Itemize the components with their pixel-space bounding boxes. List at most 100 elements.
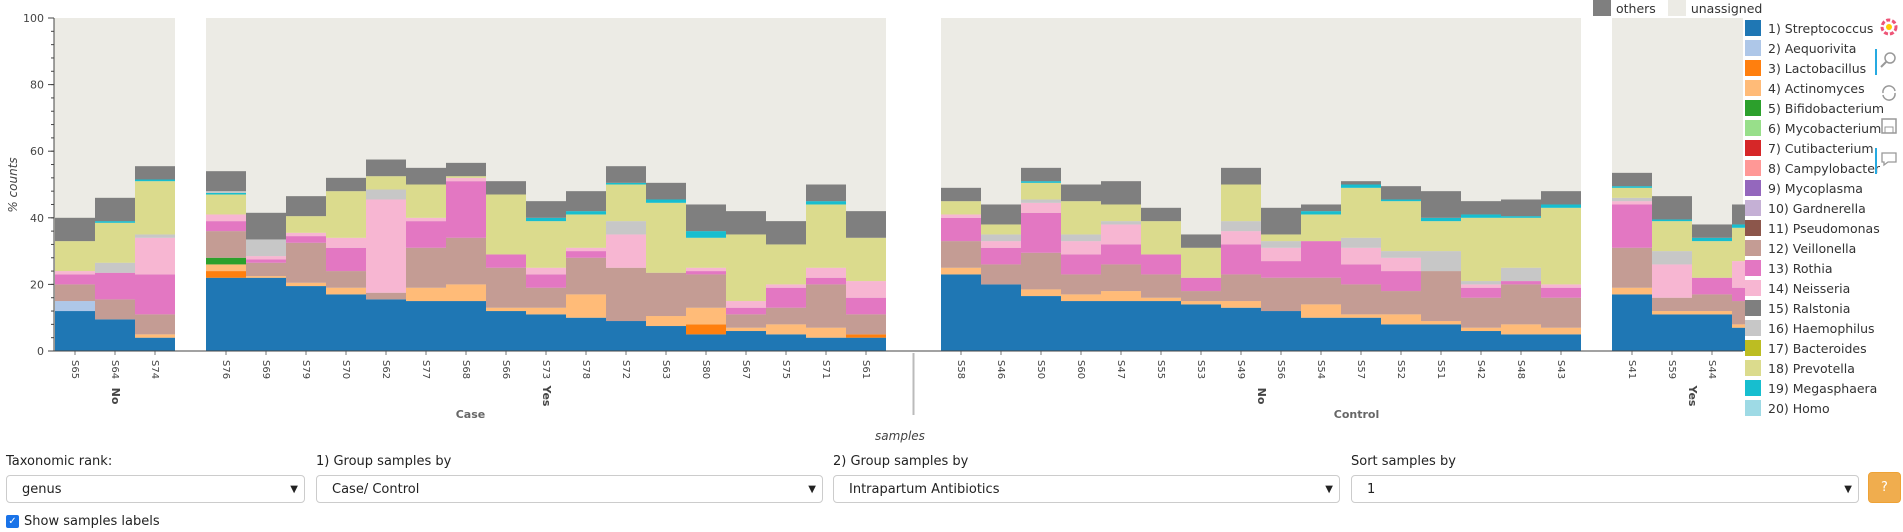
bar-segment: [606, 221, 646, 235]
bar-segment: [1612, 172, 1652, 187]
bar-segment: [1541, 297, 1581, 328]
legend-swatch: [1745, 140, 1761, 156]
legend-swatch: [1745, 380, 1761, 396]
legend-label: 13) Rothia: [1768, 260, 1833, 276]
logo-icon[interactable]: [1878, 16, 1900, 38]
sample-label: S51: [1435, 360, 1446, 379]
bar-segment: [981, 284, 1021, 351]
bar-segment: [246, 276, 286, 278]
bar-segment: [1501, 267, 1541, 282]
rank-label: Taxonomic rank:: [6, 454, 113, 469]
bar-segment: [686, 237, 726, 268]
bar-segment: [646, 272, 686, 317]
bar-segment: [1612, 294, 1652, 351]
bar-segment: [1261, 277, 1301, 312]
bar-segment: [206, 191, 246, 193]
bar-segment: [646, 199, 686, 203]
y-tick-label: 80: [30, 79, 44, 92]
legend-label: 20) Homo: [1768, 400, 1830, 416]
legend-label: 18) Prevotella: [1768, 360, 1855, 376]
bar-segment: [246, 259, 286, 263]
bar-segment: [1261, 311, 1301, 351]
bar-segment: [1221, 307, 1261, 351]
bar-segment: [1381, 271, 1421, 292]
bar-segment: [1652, 314, 1692, 351]
legend-swatch: [1745, 220, 1761, 236]
bar-segment: [606, 184, 646, 222]
legend-item: 14) Neisseria: [1745, 278, 1884, 298]
sample-label: S43: [1555, 360, 1566, 379]
rank-select[interactable]: genus ▼: [6, 475, 305, 503]
bar-segment: [766, 221, 806, 245]
show-labels-label: Show samples labels: [24, 514, 160, 529]
bar-segment: [1181, 247, 1221, 278]
bar-segment: [1461, 201, 1501, 215]
bar-segment: [1181, 291, 1221, 302]
legend-label: 3) Lactobacillus: [1768, 60, 1867, 76]
bar-segment: [1381, 201, 1421, 252]
bar-segment: [446, 284, 486, 302]
bar-segment: [286, 216, 326, 233]
bar-segment: [1652, 264, 1692, 298]
bar-segment: [1461, 287, 1501, 298]
bar-segment: [1341, 247, 1381, 265]
group1-select[interactable]: Case/ Control ▼: [316, 475, 823, 503]
legend-label: 9) Mycoplasma: [1768, 180, 1863, 196]
bar-segment: [1021, 199, 1061, 203]
legend-swatch: [1745, 360, 1761, 376]
sample-label: S72: [620, 360, 631, 379]
bar-segment: [1021, 252, 1061, 290]
bar-segment: [686, 274, 726, 308]
bar-segment: [135, 181, 175, 235]
help-button[interactable]: ?: [1868, 472, 1901, 503]
bar-segment: [566, 251, 606, 258]
bar-segment: [846, 337, 886, 351]
bar-segment: [366, 292, 406, 300]
bar-segment: [806, 184, 846, 202]
sort-label: Sort samples by: [1351, 454, 1456, 469]
bar-segment: [1221, 274, 1261, 302]
bar-segment: [206, 194, 246, 215]
bar-segment: [406, 247, 446, 288]
bar-segment: [726, 331, 766, 351]
bar-segment: [246, 239, 286, 257]
bar-segment: [1181, 277, 1221, 292]
bar-segment: [526, 274, 566, 288]
legend-item: 1) Streptococcus: [1745, 18, 1884, 38]
bar-segment: [486, 194, 526, 255]
legend-swatch: [1745, 280, 1761, 296]
zoom-icon[interactable]: [1875, 49, 1900, 75]
legend-label: 7) Cutibacterium: [1768, 140, 1874, 156]
legend-item: 6) Mycobacterium: [1745, 118, 1884, 138]
y-tick-label: 20: [30, 278, 44, 291]
bar-segment: [406, 184, 446, 218]
sample-label: S41: [1626, 360, 1637, 379]
legend-label: 4) Actinomyces: [1768, 80, 1865, 96]
legend-item: 3) Lactobacillus: [1745, 58, 1884, 78]
bar-segment: [95, 299, 135, 320]
hover-icon[interactable]: [1875, 148, 1900, 174]
sample-label: S49: [1235, 360, 1246, 379]
sort-select[interactable]: 1 ▼: [1351, 475, 1859, 503]
bar-segment: [766, 284, 806, 288]
sample-label: S52: [1395, 360, 1406, 379]
bar-segment: [326, 177, 366, 192]
bar-segment: [686, 204, 726, 232]
bar-segment: [806, 284, 846, 328]
bar-segment: [1732, 227, 1745, 262]
bar-segment: [135, 274, 175, 315]
bar-segment: [135, 337, 175, 351]
save-icon[interactable]: [1878, 115, 1900, 137]
bar-segment: [1061, 184, 1101, 202]
legend-swatch: [1745, 180, 1761, 196]
reset-icon[interactable]: [1878, 82, 1900, 104]
bar-segment: [1421, 217, 1461, 222]
show-labels-checkbox[interactable]: ✓ Show samples labels: [6, 514, 160, 529]
bar-segment: [1612, 247, 1652, 288]
bar-segment: [1732, 327, 1745, 351]
rank-value: genus: [22, 481, 62, 497]
group2-select[interactable]: Intrapartum Antibiotics ▼: [833, 475, 1340, 503]
bar-segment: [1221, 244, 1261, 275]
legend-label: 17) Bacteroides: [1768, 340, 1867, 356]
checkmark-icon: ✓: [6, 515, 19, 528]
